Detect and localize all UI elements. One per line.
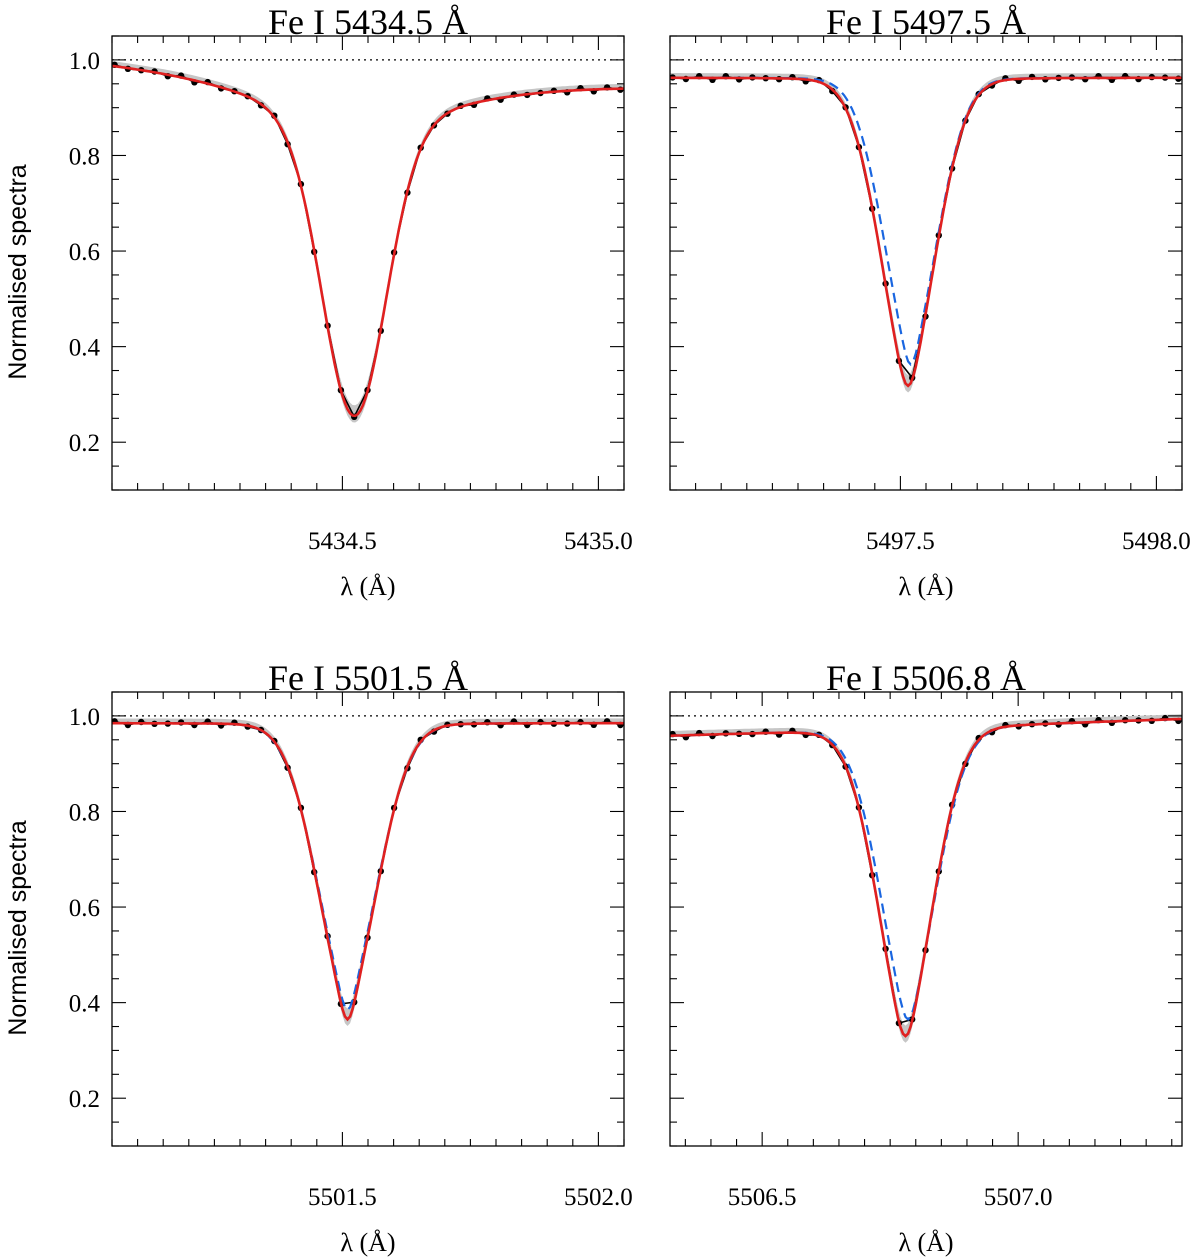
y-tick-label: 0.2 [69, 430, 100, 457]
plot-frame [669, 691, 1183, 1147]
x-axis-label: λ (Å) [898, 572, 953, 601]
x-tick-label: 5434.5 [308, 528, 377, 555]
observed-uncertainty-band [112, 718, 624, 1026]
x-tick-label: 5497.5 [866, 528, 935, 555]
y-tick-label: 0.8 [69, 799, 100, 826]
alternative-model-line [670, 717, 1182, 1021]
x-tick-label: 5506.5 [728, 1184, 797, 1211]
y-tick-label: 0.6 [69, 895, 100, 922]
y-tick-label: 1.0 [69, 48, 100, 75]
x-tick-label: 5498.0 [1122, 528, 1191, 555]
y-tick-label: 1.0 [69, 704, 100, 731]
panel-4: Fe I 5506.8 Å 5506.5 5507.0 λ (Å) [669, 658, 1183, 1257]
y-tick-label: 0.6 [69, 239, 100, 266]
panel-1: Fe I 5434.5 Å 5434.5 5435.0 0.2 0.4 0.6 0.8 1.0… [4, 2, 633, 601]
panel-3: Fe I 5501.5 Å 5501.5 5502.0 0.2 0.4 0.6 0.8 1.0… [4, 658, 633, 1257]
x-axis-label: λ (Å) [340, 1228, 395, 1257]
alternative-model-line [670, 76, 1182, 366]
panel-title: Fe I 5434.5 Å [268, 2, 468, 42]
observed-uncertainty-band [670, 714, 1182, 1043]
x-tick-label: 5435.0 [564, 528, 633, 555]
observed-spectrum-line [672, 717, 1179, 1025]
x-tick-label: 5502.0 [564, 1184, 633, 1211]
observed-spectrum-line [114, 720, 621, 1005]
y-axis-label: Normalised spectra [4, 164, 32, 379]
model-fit-line [670, 717, 1182, 1038]
y-tick-label: 0.8 [69, 143, 100, 170]
panel-2: Fe I 5497.5 Å 5497.5 5498.0 λ (Å) [669, 2, 1191, 601]
observed-spectrum-line [672, 75, 1179, 380]
plot-frame [111, 35, 625, 491]
y-tick-label: 0.4 [69, 335, 101, 362]
panel-title: Fe I 5501.5 Å [268, 658, 468, 698]
x-axis-label: λ (Å) [340, 572, 395, 601]
observed-uncertainty-band [670, 73, 1182, 393]
model-fit-line [112, 64, 624, 418]
alternative-model-line [112, 722, 624, 1012]
observed-spectrum-line [114, 64, 621, 419]
y-tick-label: 0.2 [69, 1086, 100, 1113]
panel-title: Fe I 5506.8 Å [826, 658, 1026, 698]
y-tick-label: 0.4 [69, 991, 101, 1018]
x-tick-label: 5501.5 [308, 1184, 377, 1211]
model-fit-line [670, 76, 1182, 388]
plot-frame [669, 35, 1183, 491]
model-fit-line [112, 721, 624, 1022]
plot-frame [111, 691, 625, 1147]
x-tick-label: 5507.0 [984, 1184, 1053, 1211]
panel-title: Fe I 5497.5 Å [826, 2, 1026, 42]
x-axis-label: λ (Å) [898, 1228, 953, 1257]
observed-uncertainty-band [112, 61, 624, 423]
y-axis-label: Normalised spectra [4, 820, 32, 1035]
